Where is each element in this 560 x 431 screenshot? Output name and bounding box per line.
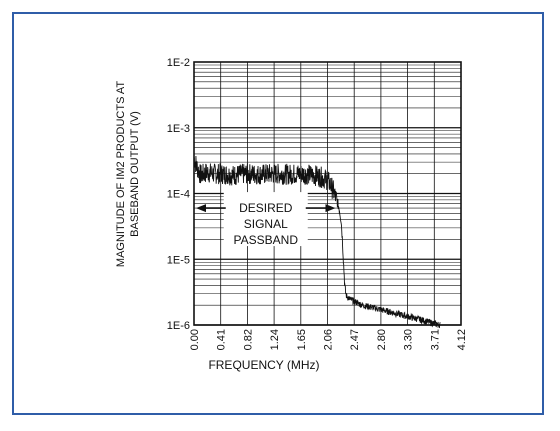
plot-border [193, 61, 462, 326]
annotation-line-3: PASSBAND [234, 233, 299, 247]
x-axis-title: FREQUENCY (MHz) [208, 358, 319, 372]
x-tick-label: 2.47 [349, 329, 361, 350]
y-axis-title-line-1: MAGNITUDE OF IM2 PRODUCTS AT [115, 81, 127, 267]
x-tick-label: 4.12 [456, 329, 468, 350]
y-tick-labels: 1E-6 1E-5 1E-4 1E-3 1E-2 [167, 57, 190, 332]
x-tick-label: 0.00 [189, 329, 201, 350]
y-tick-label: 1E-6 [167, 320, 190, 332]
x-tick-label: 3.30 [403, 329, 415, 350]
annotation-line-1: DESIRED [239, 201, 293, 215]
chart: 1E-6 1E-5 1E-4 1E-3 1E-2 0.00 0.41 0.82 1.24 1.6… [115, 57, 468, 372]
x-tick-label: 1.65 [296, 329, 308, 350]
plot-area-border [193, 61, 462, 326]
y-tick-label: 1E-2 [167, 57, 190, 69]
figure-frame: 1E-6 1E-5 1E-4 1E-3 1E-2 0.00 0.41 0.82 1.24 1.6… [12, 12, 544, 415]
x-tick-label: 0.82 [242, 329, 254, 350]
x-tick-label: 1.24 [269, 329, 281, 350]
y-tick-label: 1E-4 [167, 189, 190, 201]
x-tick-label: 3.71 [429, 329, 441, 350]
arrow-left-head [196, 204, 206, 213]
im2-magnitude-trace [193, 156, 441, 329]
y-tick-label: 1E-3 [167, 123, 190, 135]
y-tick-label: 1E-5 [167, 254, 190, 266]
data-trace [193, 156, 441, 329]
arrow-right-head [325, 204, 336, 213]
x-tick-label: 0.41 [216, 329, 228, 350]
x-tick-label: 2.06 [323, 329, 335, 350]
x-tick-label: 2.80 [376, 329, 388, 350]
y-axis-title-line-2: BASEBAND OUTPUT (V) [129, 111, 141, 237]
annotation-line-2: SIGNAL [244, 217, 288, 231]
annotation-background [223, 192, 308, 247]
annotation: DESIRED SIGNAL PASSBAND [196, 192, 336, 247]
x-tick-labels: 0.00 0.41 0.82 1.24 1.65 2.06 2.47 2.80 3.30 3.71… [189, 329, 468, 350]
